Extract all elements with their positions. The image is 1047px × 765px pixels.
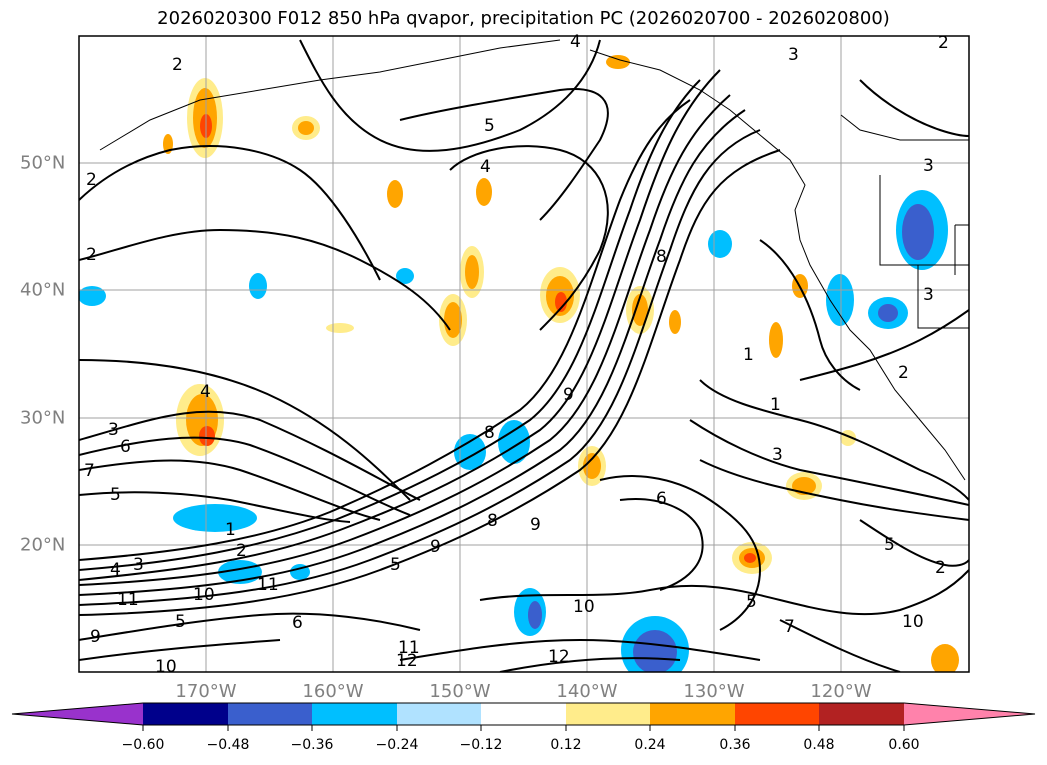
colorbar-bin bbox=[397, 703, 481, 725]
colorbar-tick-label: 0.60 bbox=[888, 737, 920, 753]
map-frame bbox=[78, 35, 970, 673]
lat-label: 30°N bbox=[20, 407, 66, 429]
contour-label: 10 bbox=[193, 585, 215, 605]
contour-label: 2 bbox=[938, 33, 949, 53]
contour-label: 9 bbox=[530, 515, 541, 535]
contour-label: 11 bbox=[257, 575, 279, 595]
contour-label: 7 bbox=[84, 461, 95, 481]
colorbar-bin bbox=[735, 703, 819, 725]
contour-label: 5 bbox=[390, 555, 401, 575]
colorbar-tick-label: −0.36 bbox=[290, 737, 334, 753]
contour-label: 11 bbox=[117, 590, 139, 610]
colorbar-bin bbox=[481, 703, 566, 725]
contour-label: 3 bbox=[133, 555, 144, 575]
contour-label: 8 bbox=[487, 511, 498, 531]
contour-label: 3 bbox=[923, 285, 934, 305]
contour-label: 4 bbox=[480, 157, 491, 177]
colorbar-tick-label: −0.48 bbox=[206, 737, 250, 753]
lat-label: 20°N bbox=[20, 534, 66, 556]
lon-label: 140°W bbox=[556, 681, 618, 702]
contour-label: 5 bbox=[746, 592, 757, 612]
graticule bbox=[79, 36, 969, 672]
colorbar-bin bbox=[566, 703, 650, 725]
contour-label: 10 bbox=[902, 612, 924, 632]
colorbar-tick-label: 0.24 bbox=[634, 737, 666, 753]
contour-label: 1 bbox=[770, 395, 781, 415]
contour-label: 9 bbox=[90, 627, 101, 647]
contour-label: 5 bbox=[484, 116, 495, 136]
lon-label: 160°W bbox=[302, 681, 364, 702]
lon-label: 130°W bbox=[683, 681, 745, 702]
colorbar-tick-label: 0.36 bbox=[719, 737, 751, 753]
colorbar-bin bbox=[312, 703, 397, 725]
colorbar-tick-label: −0.24 bbox=[375, 737, 419, 753]
contour-label: 4 bbox=[200, 382, 211, 402]
contour-label: 3 bbox=[923, 156, 934, 176]
contour-label: 2 bbox=[236, 541, 247, 561]
lat-label: 40°N bbox=[20, 279, 66, 301]
contour-label: 6 bbox=[292, 613, 303, 633]
colorbar-tick-label: −0.60 bbox=[121, 737, 165, 753]
colorbar-bin bbox=[650, 703, 735, 725]
lon-label: 150°W bbox=[429, 681, 491, 702]
lon-label: 120°W bbox=[810, 681, 872, 702]
contour-label: 2 bbox=[86, 170, 97, 190]
contour-label: 9 bbox=[563, 385, 574, 405]
colorbar-tick-label: 0.48 bbox=[803, 737, 835, 753]
colorbar-tick-label: 0.12 bbox=[550, 737, 582, 753]
contour-label: 11 bbox=[398, 638, 420, 658]
colorbar bbox=[11, 702, 1036, 731]
contour-label: 9 bbox=[430, 537, 441, 557]
contour-label: 2 bbox=[86, 245, 97, 265]
contour-label: 3 bbox=[788, 45, 799, 65]
contour-label: 2 bbox=[898, 363, 909, 383]
contour-label: 1 bbox=[225, 520, 236, 540]
contour-label: 1 bbox=[743, 345, 754, 365]
contour-label: 5 bbox=[175, 612, 186, 632]
contour-label: 12 bbox=[396, 651, 418, 671]
colorbar-bin bbox=[143, 703, 228, 725]
contour-label: 3 bbox=[108, 420, 119, 440]
contour-label: 2 bbox=[935, 558, 946, 578]
qvapor-contours bbox=[79, 39, 969, 672]
map-title: 2026020300 F012 850 hPa qvapor, precipit… bbox=[157, 8, 890, 29]
contour-label: 8 bbox=[656, 247, 667, 267]
colorbar-extend-max bbox=[904, 703, 1035, 725]
contour-label: 7 bbox=[784, 617, 795, 637]
contour-label: 4 bbox=[110, 560, 121, 580]
lon-label: 170°W bbox=[175, 681, 237, 702]
contour-label: 10 bbox=[573, 597, 595, 617]
lat-label: 50°N bbox=[20, 152, 66, 174]
contour-label: 2 bbox=[172, 55, 183, 75]
precipitation-shading bbox=[79, 55, 959, 672]
contour-label: 3 bbox=[772, 445, 783, 465]
contour-label: 6 bbox=[120, 437, 131, 457]
colorbar-extend-min bbox=[12, 703, 143, 725]
colorbar-tick-label: −0.12 bbox=[459, 737, 503, 753]
contour-label: 12 bbox=[548, 647, 570, 667]
colorbar-bin bbox=[819, 703, 904, 725]
contour-labels: 5 4 4 3 2 8 1 1 3 6 9 8 8 9 10 12 12 11 … bbox=[84, 32, 949, 677]
contour-label: 8 bbox=[484, 423, 495, 443]
contour-label: 5 bbox=[110, 485, 121, 505]
contour-label: 4 bbox=[570, 32, 581, 52]
contour-label: 10 bbox=[155, 657, 177, 677]
contour-label: 6 bbox=[656, 489, 667, 509]
colorbar-bin bbox=[228, 703, 312, 725]
contour-label: 5 bbox=[884, 535, 895, 555]
